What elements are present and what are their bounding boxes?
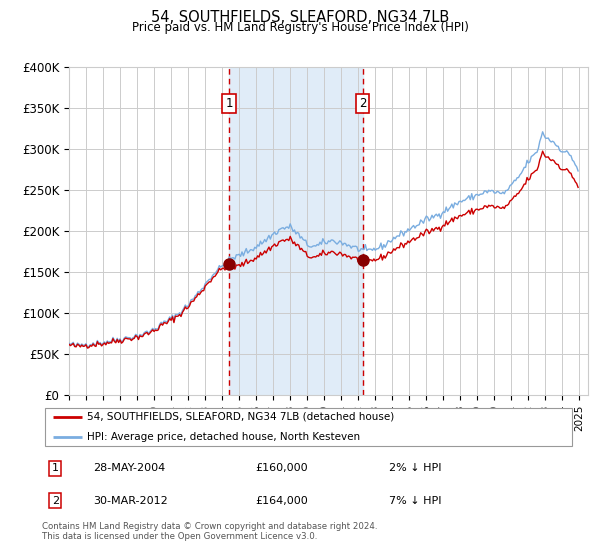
Text: 7% ↓ HPI: 7% ↓ HPI (389, 496, 442, 506)
Text: 2: 2 (359, 97, 366, 110)
Text: 1: 1 (52, 464, 59, 473)
FancyBboxPatch shape (44, 408, 572, 446)
Text: 54, SOUTHFIELDS, SLEAFORD, NG34 7LB (detached house): 54, SOUTHFIELDS, SLEAFORD, NG34 7LB (det… (88, 412, 395, 422)
Text: £164,000: £164,000 (256, 496, 308, 506)
Text: Contains HM Land Registry data © Crown copyright and database right 2024.
This d: Contains HM Land Registry data © Crown c… (42, 522, 377, 542)
Bar (229, 67, 362, 395)
Text: 1: 1 (225, 97, 233, 110)
Text: Price paid vs. HM Land Registry's House Price Index (HPI): Price paid vs. HM Land Registry's House … (131, 21, 469, 34)
Text: 54, SOUTHFIELDS, SLEAFORD, NG34 7LB: 54, SOUTHFIELDS, SLEAFORD, NG34 7LB (151, 10, 449, 25)
Text: 2% ↓ HPI: 2% ↓ HPI (389, 464, 442, 473)
Text: £160,000: £160,000 (256, 464, 308, 473)
Text: 30-MAR-2012: 30-MAR-2012 (93, 496, 167, 506)
Text: 2: 2 (52, 496, 59, 506)
Text: 28-MAY-2004: 28-MAY-2004 (93, 464, 165, 473)
Text: HPI: Average price, detached house, North Kesteven: HPI: Average price, detached house, Nort… (88, 432, 361, 442)
